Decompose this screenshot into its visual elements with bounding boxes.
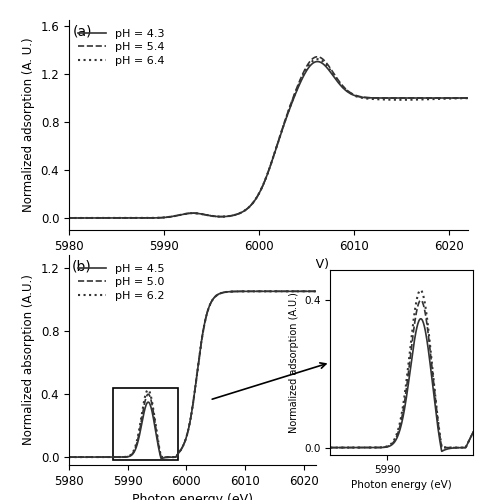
pH = 4.3 xyxy=(394,95,400,101)
pH = 6.4 xyxy=(394,97,400,103)
pH = 6.4 xyxy=(457,96,462,102)
pH = 4.5 xyxy=(200,330,206,336)
pH = 5.0 xyxy=(66,454,72,460)
pH = 5.4 xyxy=(394,95,400,101)
pH = 4.5 xyxy=(185,428,191,434)
pH = 4.5 xyxy=(213,292,219,298)
Line: pH = 4.3: pH = 4.3 xyxy=(69,62,468,218)
pH = 6.4 xyxy=(258,186,264,192)
Y-axis label: Normalized adsorption (A. U.): Normalized adsorption (A. U.) xyxy=(22,38,35,212)
Legend: pH = 4.5, pH = 5.0, pH = 6.2: pH = 4.5, pH = 5.0, pH = 6.2 xyxy=(74,260,168,304)
pH = 4.3 xyxy=(256,191,262,197)
pH = 5.0 xyxy=(183,434,189,440)
pH = 4.5 xyxy=(307,288,313,294)
Line: pH = 6.2: pH = 6.2 xyxy=(69,292,316,457)
Y-axis label: Normalized adsorption (A.U.): Normalized adsorption (A.U.) xyxy=(288,292,299,433)
pH = 5.0 xyxy=(185,428,191,434)
X-axis label: Photon energy (eV): Photon energy (eV) xyxy=(132,494,253,500)
Text: (b): (b) xyxy=(71,259,91,273)
pH = 4.5 xyxy=(183,434,189,440)
pH = 5.4 xyxy=(66,215,72,221)
pH = 6.2 xyxy=(213,293,219,299)
X-axis label: Photon energy (eV): Photon energy (eV) xyxy=(208,258,329,272)
pH = 6.2 xyxy=(184,430,190,436)
Line: pH = 5.0: pH = 5.0 xyxy=(69,292,316,457)
Bar xyxy=(113,388,177,460)
pH = 5.4 xyxy=(304,63,310,69)
pH = 6.4 xyxy=(282,118,288,124)
pH = 6.4 xyxy=(314,56,320,62)
pH = 5.4 xyxy=(314,54,320,60)
pH = 5.0 xyxy=(200,330,206,336)
pH = 5.0 xyxy=(269,288,275,294)
pH = 4.5 xyxy=(158,456,164,462)
pH = 6.2 xyxy=(313,288,318,294)
pH = 4.5 xyxy=(66,454,72,460)
pH = 6.2 xyxy=(66,454,72,460)
Y-axis label: Normalized absorption (A.U.): Normalized absorption (A.U.) xyxy=(22,274,35,446)
pH = 5.4 xyxy=(282,117,288,123)
pH = 5.4 xyxy=(258,186,264,192)
pH = 5.4 xyxy=(256,191,262,197)
Line: pH = 6.4: pH = 6.4 xyxy=(69,59,468,218)
pH = 4.3 xyxy=(304,68,310,73)
Line: pH = 4.5: pH = 4.5 xyxy=(69,292,316,458)
pH = 6.4 xyxy=(256,191,262,197)
Text: (a): (a) xyxy=(73,24,93,38)
pH = 4.5 xyxy=(313,288,318,294)
pH = 4.3 xyxy=(66,215,72,221)
Legend: pH = 4.3, pH = 5.4, pH = 6.4: pH = 4.3, pH = 5.4, pH = 6.4 xyxy=(74,26,168,69)
pH = 4.3 xyxy=(465,95,471,101)
pH = 6.4 xyxy=(66,215,72,221)
pH = 4.5 xyxy=(269,288,275,294)
pH = 5.4 xyxy=(465,95,471,101)
pH = 6.4 xyxy=(304,66,310,71)
pH = 6.2 xyxy=(268,288,274,294)
pH = 5.4 xyxy=(457,95,462,101)
Line: pH = 5.4: pH = 5.4 xyxy=(69,57,468,218)
pH = 5.0 xyxy=(213,292,219,298)
pH = 4.3 xyxy=(282,118,288,124)
pH = 4.3 xyxy=(314,58,320,64)
X-axis label: Photon energy (eV): Photon energy (eV) xyxy=(352,480,452,490)
pH = 6.2 xyxy=(183,435,189,441)
pH = 6.2 xyxy=(307,288,313,294)
pH = 4.3 xyxy=(457,95,462,101)
pH = 4.3 xyxy=(258,186,264,192)
pH = 5.0 xyxy=(158,454,164,460)
pH = 6.2 xyxy=(200,332,206,338)
pH = 6.4 xyxy=(465,95,471,101)
pH = 5.0 xyxy=(307,288,313,294)
pH = 5.0 xyxy=(313,288,318,294)
